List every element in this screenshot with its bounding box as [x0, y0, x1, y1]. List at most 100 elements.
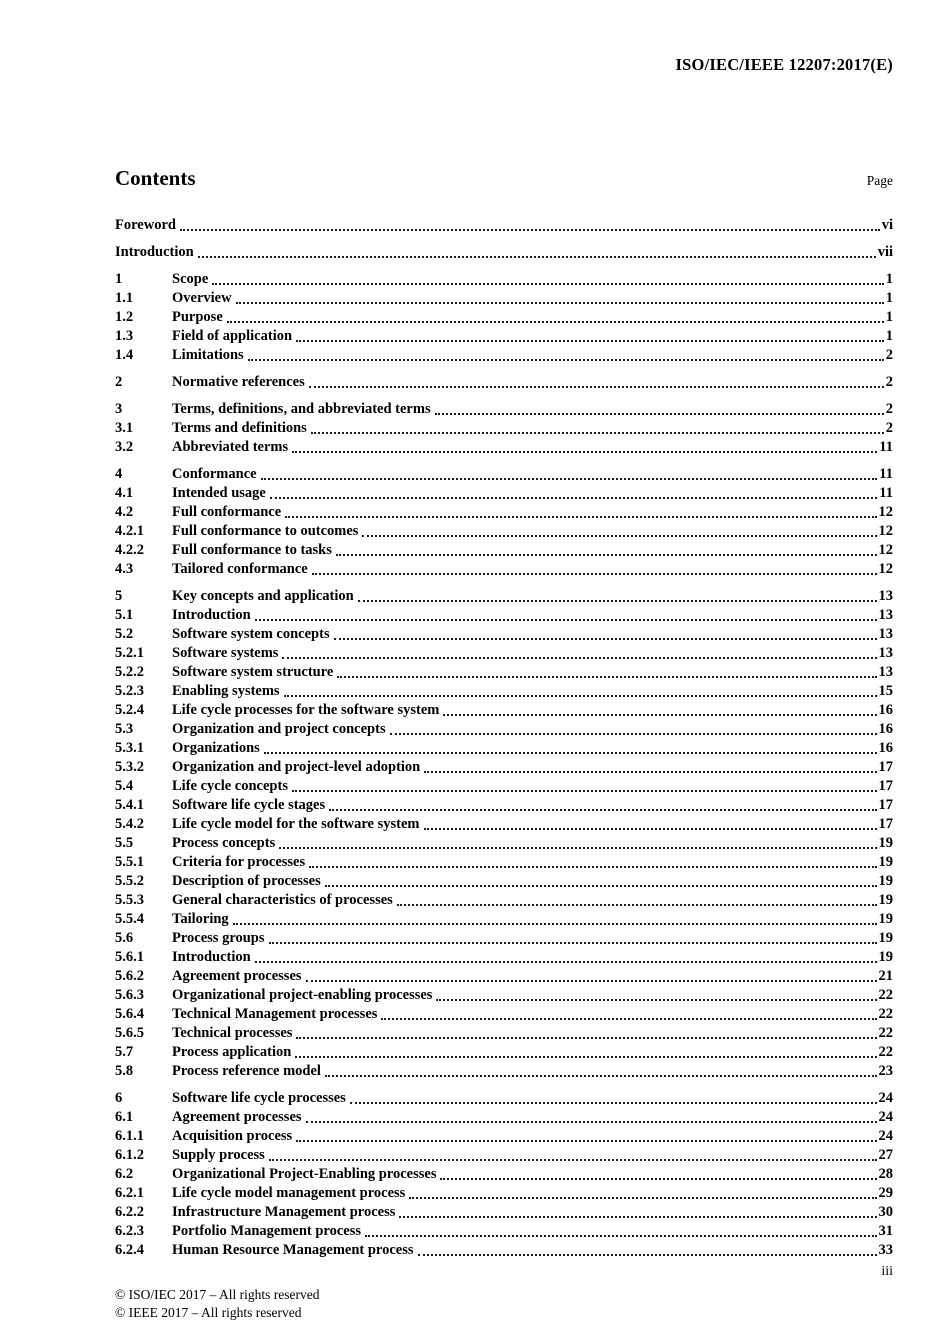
toc-entry[interactable]: 5.4 Life cycle concepts 17	[115, 777, 893, 796]
toc-entry[interactable]: 5.5.2 Description of processes 19	[115, 872, 893, 891]
toc-dot-leader	[399, 1216, 877, 1218]
toc-entry-title: Overview	[172, 290, 232, 306]
toc-entry[interactable]: 2 Normative references 2	[115, 373, 893, 392]
toc-entry-page: 19	[878, 911, 894, 927]
toc-dot-leader	[381, 1018, 877, 1020]
toc-entry[interactable]: 5.2.1 Software systems 13	[115, 644, 893, 663]
toc-entry[interactable]: 4.3 Tailored conformance 12	[115, 560, 893, 579]
toc-entry[interactable]: 6.1.2 Supply process 27	[115, 1146, 893, 1165]
toc-entry-number: 5.8	[115, 1063, 134, 1079]
toc-entry-number: 5.6.5	[115, 1025, 144, 1041]
toc-entry-page: 2	[885, 401, 893, 417]
toc-group: 1 Scope 1 1.1 Overview 1 1.2 Purpose 1 1.3 Field o…	[115, 270, 893, 365]
toc-entry[interactable]: 3.2 Abbreviated terms 11	[115, 438, 893, 457]
toc-entry[interactable]: 1.2 Purpose 1	[115, 308, 893, 327]
toc-entry[interactable]: 5.3.1 Organizations 16	[115, 739, 893, 758]
toc-entry[interactable]: 5.6.3 Organizational project-enabling pro…	[115, 986, 893, 1005]
toc-group: 3 Terms, definitions, and abbreviated ter…	[115, 400, 893, 457]
toc-entry[interactable]: 5.6.4 Technical Management processes 22	[115, 1005, 893, 1024]
toc-entry[interactable]: 5.6.5 Technical processes 22	[115, 1024, 893, 1043]
toc-entry[interactable]: 6.1 Agreement processes 24	[115, 1108, 893, 1127]
toc-entry[interactable]: 1.4 Limitations 2	[115, 346, 893, 365]
toc-entry-title: Introduction	[172, 949, 251, 965]
toc-entry[interactable]: 5.5.4 Tailoring 19	[115, 910, 893, 929]
toc-entry[interactable]: 5 Key concepts and application 13	[115, 587, 893, 606]
toc-entry[interactable]: 4.2.2 Full conformance to tasks 12	[115, 541, 893, 560]
toc-entry-number: 5.2.2	[115, 664, 144, 680]
toc-entry-number: 6.1.2	[115, 1147, 144, 1163]
toc-entry[interactable]: 3.1 Terms and definitions 2	[115, 419, 893, 438]
toc-entry[interactable]: 5.3 Organization and project concepts 16	[115, 720, 893, 739]
toc-entry[interactable]: 5.8 Process reference model 23	[115, 1062, 893, 1081]
toc-entry[interactable]: 5.6 Process groups 19	[115, 929, 893, 948]
toc-entry-page: 12	[878, 542, 894, 558]
toc-entry[interactable]: 6.2.4 Human Resource Management process 33	[115, 1241, 893, 1260]
toc-entry[interactable]: 5.2.2 Software system structure 13	[115, 663, 893, 682]
toc-entry[interactable]: 6 Software life cycle processes 24	[115, 1089, 893, 1108]
toc-entry[interactable]: 4.1 Intended usage 11	[115, 484, 893, 503]
toc-entry[interactable]: 4.2 Full conformance 12	[115, 503, 893, 522]
toc-entry[interactable]: 5.2.3 Enabling systems 15	[115, 682, 893, 701]
toc-entry[interactable]: 1.1 Overview 1	[115, 289, 893, 308]
toc-entry-number: 3	[115, 401, 123, 417]
toc-entry[interactable]: 6.2.3 Portfolio Management process 31	[115, 1222, 893, 1241]
toc-entry[interactable]: 3 Terms, definitions, and abbreviated ter…	[115, 400, 893, 419]
toc-entry-number: 5.4.2	[115, 816, 144, 832]
toc-entry-page: 29	[878, 1185, 894, 1201]
toc-entry[interactable]: 5.5 Process concepts 19	[115, 834, 893, 853]
toc-entry[interactable]: 5.7 Process application 22	[115, 1043, 893, 1062]
toc-group: 4 Conformance 11 4.1 Intended usage 11 4.2 Full…	[115, 465, 893, 579]
toc-entry[interactable]: 6.2 Organizational Project-Enabling proce…	[115, 1165, 893, 1184]
toc-entry[interactable]: 1.3 Field of application 1	[115, 327, 893, 346]
toc-dot-leader	[179, 229, 880, 231]
toc-dot-leader	[197, 256, 876, 258]
toc-entry-page: 21	[878, 968, 894, 984]
toc-dot-leader	[324, 1075, 877, 1077]
toc-entry[interactable]: 5.5.1 Criteria for processes 19	[115, 853, 893, 872]
toc-entry-page: 22	[878, 1025, 894, 1041]
toc-entry-page: 17	[878, 816, 894, 832]
toc-entry[interactable]: 4 Conformance 11	[115, 465, 893, 484]
toc-entry[interactable]: 6.1.1 Acquisition process 24	[115, 1127, 893, 1146]
toc-entry-title: Portfolio Management process	[172, 1223, 361, 1239]
toc-entry[interactable]: 5.1 Introduction 13	[115, 606, 893, 625]
toc-entry-number: 4.2.2	[115, 542, 144, 558]
toc-entry-page: 1	[885, 309, 893, 325]
toc-dot-leader	[292, 451, 878, 453]
toc-entry-title: Life cycle concepts	[172, 778, 288, 794]
toc-entry[interactable]: 5.2.4 Life cycle processes for the softwa…	[115, 701, 893, 720]
toc-dot-leader	[296, 1037, 877, 1039]
toc-entry-number: 1.1	[115, 290, 134, 306]
toc-entry-number: 5.1	[115, 607, 134, 623]
toc-entry[interactable]: 5.4.2 Life cycle model for the software s…	[115, 815, 893, 834]
toc-entry[interactable]: 6.2.2 Infrastructure Management process 30	[115, 1203, 893, 1222]
toc-entry[interactable]: 4.2.1 Full conformance to outcomes 12	[115, 522, 893, 541]
toc-entry-title: Human Resource Management process	[172, 1242, 414, 1258]
toc-dot-leader	[305, 1121, 877, 1123]
toc-entry[interactable]: 5.6.1 Introduction 19	[115, 948, 893, 967]
toc-entry-page: 16	[878, 702, 894, 718]
toc-entry[interactable]: 1 Scope 1	[115, 270, 893, 289]
toc-entry[interactable]: 5.5.3 General characteristics of processe…	[115, 891, 893, 910]
toc-entry-page: 2	[885, 420, 893, 436]
footer-copyright: © ISO/IEC 2017 – All rights reserved © I…	[115, 1286, 319, 1322]
toc-entry[interactable]: 5.2 Software system concepts 13	[115, 625, 893, 644]
toc-group: Foreword vi	[115, 216, 893, 235]
contents-heading: Contents	[115, 166, 196, 190]
toc-entry-number: 6	[115, 1090, 123, 1106]
toc-entry-page: 13	[878, 626, 894, 642]
toc-entry-page: 2	[885, 374, 893, 390]
toc-dot-leader	[296, 340, 884, 342]
toc-entry[interactable]: 5.3.2 Organization and project-level adop…	[115, 758, 893, 777]
toc-entry-page: vii	[877, 244, 893, 260]
toc-entry-title: Process concepts	[172, 835, 276, 851]
toc-entry[interactable]: 5.6.2 Agreement processes 21	[115, 967, 893, 986]
toc-entry-page: 24	[878, 1128, 894, 1144]
toc-dot-leader	[247, 359, 884, 361]
toc-entry[interactable]: 5.4.1 Software life cycle stages 17	[115, 796, 893, 815]
toc-entry[interactable]: Foreword vi	[115, 216, 893, 235]
toc-dot-leader	[333, 638, 877, 640]
toc-entry[interactable]: Introduction vii	[115, 243, 893, 262]
toc-entry[interactable]: 6.2.1 Life cycle model management process…	[115, 1184, 893, 1203]
